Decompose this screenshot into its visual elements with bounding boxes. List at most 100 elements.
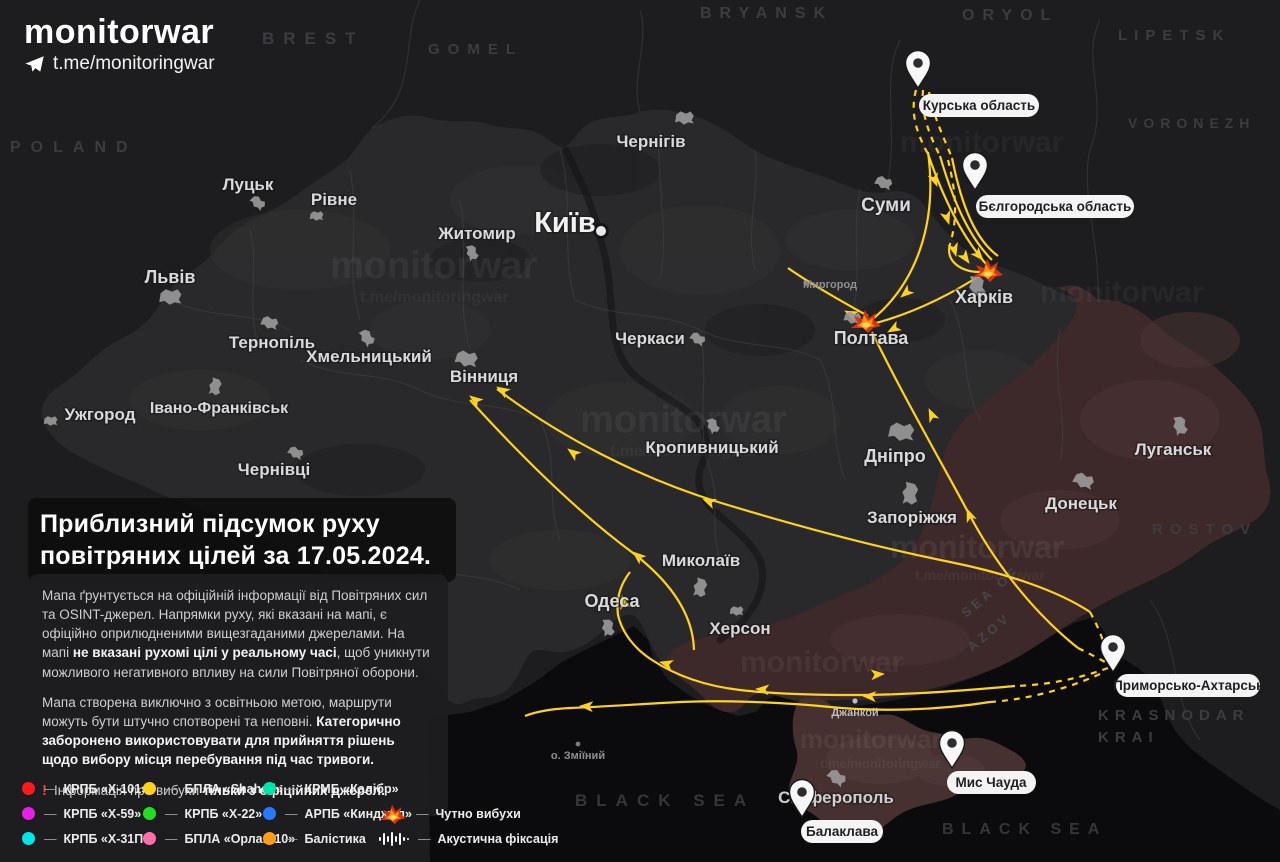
mint-dot-icon bbox=[263, 782, 276, 795]
legend-row-2: — КРПБ «Х-59» — КРПБ «Х-22» — АРПБ «Кинд… bbox=[22, 801, 558, 826]
svg-text:monitorwar: monitorwar bbox=[330, 245, 537, 287]
svg-text:Миргород: Миргород bbox=[803, 279, 857, 291]
svg-text:ORYOL: ORYOL bbox=[962, 7, 1058, 24]
route-azov-dashed bbox=[1014, 666, 1109, 688]
svg-text:Хмельницький: Хмельницький bbox=[306, 347, 432, 366]
legend-row-1: — КРПБ «Х-101» — БПЛА «Shahed» — КРМБ «К… bbox=[22, 776, 558, 801]
route-kursk-dashed bbox=[912, 89, 929, 155]
acoustic-icon bbox=[378, 831, 410, 847]
svg-text:Івано-Франківськ: Івано-Франківськ bbox=[150, 400, 289, 417]
land-texture bbox=[130, 165, 1035, 590]
legend-row-3: — КРПБ «Х-31П» — БПЛА «Орлан-10» — Баліс… bbox=[22, 826, 558, 851]
svg-text:Джанкой: Джанкой bbox=[831, 707, 878, 719]
svg-text:Полтава: Полтава bbox=[834, 328, 910, 348]
svg-text:Рівне: Рівне bbox=[311, 190, 357, 209]
svg-text:monitorwar: monitorwar bbox=[580, 399, 787, 441]
svg-text:Мис Чауда: Мис Чауда bbox=[955, 775, 1027, 790]
pin-balaklava: Балаклава bbox=[788, 778, 883, 843]
svg-text:BLACK SEA: BLACK SEA bbox=[942, 821, 1107, 838]
svg-text:Луцьк: Луцьк bbox=[223, 175, 274, 194]
explosion-icon bbox=[378, 803, 408, 825]
pin-kurska-oblast: Курська область bbox=[904, 49, 1039, 117]
legend-item-explosions: — Чутно вибухи bbox=[378, 803, 521, 825]
disclaimer-paragraph-1: Мапа ґрунтується на офіційній інформації… bbox=[42, 588, 430, 680]
telegram-icon bbox=[24, 54, 45, 75]
legend-item-orlan10: — БПЛА «Орлан-10» bbox=[143, 832, 295, 846]
alert-exclamation-icon: ! bbox=[42, 782, 47, 800]
svg-text:Луганськ: Луганськ bbox=[1135, 440, 1212, 459]
svg-text:Львів: Львів bbox=[145, 267, 196, 287]
yellow-dot-icon bbox=[143, 782, 156, 795]
disclaimer-paragraph-2: Мапа створена виключно з освітньою метою… bbox=[42, 694, 401, 768]
route-coast-south bbox=[524, 700, 991, 718]
legend-item-kalibr: — КРМБ «Калібр» bbox=[263, 782, 399, 796]
svg-text:Донецьк: Донецьк bbox=[1045, 494, 1117, 513]
orange-dot-icon bbox=[263, 832, 276, 845]
svg-text:Миколаїв: Миколаїв bbox=[662, 551, 740, 570]
legend-item-x101: — КРПБ «Х-101» bbox=[22, 782, 148, 796]
svg-text:Житомир: Житомир bbox=[437, 224, 516, 243]
flight-routes bbox=[469, 89, 1110, 718]
pin-prymorsko-akhtarsk: Приморсько-Ахтарськ bbox=[1099, 633, 1263, 697]
svg-text:Харків: Харків bbox=[955, 287, 1013, 307]
route-coast-north bbox=[616, 571, 1016, 697]
svg-text:GOMEL: GOMEL bbox=[428, 41, 523, 58]
svg-text:t.me/monitoringwar: t.me/monitoringwar bbox=[610, 443, 758, 460]
svg-text:t.me/monitoringwar: t.me/monitoringwar bbox=[820, 756, 941, 771]
brand-name: monitorwar bbox=[24, 13, 215, 51]
svg-text:POLAND: POLAND bbox=[10, 139, 138, 156]
title-card: Приблизний підсумок руху повітряних ціле… bbox=[28, 498, 456, 582]
magenta-dot-icon bbox=[22, 807, 35, 820]
pin-mys-chauda: Мис Чауда bbox=[938, 729, 1036, 794]
svg-text:t.me/monitoringwar: t.me/monitoringwar bbox=[915, 567, 1045, 583]
svg-text:Суми: Суми bbox=[861, 195, 911, 216]
city-shapes bbox=[43, 111, 1189, 789]
svg-text:Приморсько-Ахтарськ: Приморсько-Ахтарськ bbox=[1113, 678, 1263, 693]
map-pins: Курська область Бєлгородська область При… bbox=[788, 49, 1263, 843]
small-labels: Миргород Джанкой о. Зміїний bbox=[551, 279, 879, 762]
svg-text:LIPETSK: LIPETSK bbox=[1118, 27, 1230, 44]
svg-text:Одеса: Одеса bbox=[585, 591, 641, 611]
red-dot-icon bbox=[22, 782, 35, 795]
blue-dot-icon bbox=[263, 807, 276, 820]
svg-text:Херсон: Херсон bbox=[709, 619, 770, 638]
svg-text:BLACK SEA: BLACK SEA bbox=[575, 791, 755, 810]
svg-text:Бєлгородська область: Бєлгородська область bbox=[979, 199, 1132, 214]
disclaimer-paragraph-3: ! Інформація про вибухи тільки з офіційни… bbox=[42, 782, 385, 800]
svg-text:Балаклава: Балаклава bbox=[806, 824, 878, 839]
city-label-kyiv: Київ bbox=[534, 207, 596, 239]
legend: — КРПБ «Х-101» — БПЛА «Shahed» — КРМБ «К… bbox=[22, 776, 558, 851]
svg-text:о. Зміїний: о. Зміїний bbox=[551, 750, 605, 762]
svg-text:Тернопіль: Тернопіль bbox=[229, 333, 315, 352]
svg-text:Кропивницький: Кропивницький bbox=[645, 438, 778, 457]
svg-text:VORONEZH: VORONEZH bbox=[1128, 115, 1255, 131]
watermarks: monitorwar t.me/monitoringwar monitorwar… bbox=[330, 126, 1204, 771]
svg-text:BRYANSK: BRYANSK bbox=[700, 5, 833, 22]
region-borders bbox=[169, 129, 1064, 591]
pink-dot-icon bbox=[143, 832, 156, 845]
legend-item-x22: — КРПБ «Х-22» bbox=[143, 807, 263, 821]
green-dot-icon bbox=[143, 807, 156, 820]
svg-text:Дніпро: Дніпро bbox=[864, 446, 926, 466]
cyan-dot-icon bbox=[22, 832, 35, 845]
svg-text:monitorwar: monitorwar bbox=[800, 724, 942, 754]
svg-text:KRAI: KRAI bbox=[1098, 729, 1159, 746]
svg-text:Курська область: Курська область bbox=[923, 98, 1035, 113]
svg-text:Ужгород: Ужгород bbox=[65, 405, 136, 424]
svg-text:monitorwar: monitorwar bbox=[1040, 276, 1204, 309]
svg-text:t.me/monitoringwar: t.me/monitoringwar bbox=[360, 289, 508, 306]
city-labels: Київ Чернігів Суми Луцьк Рівне Житомир Л… bbox=[63, 131, 1213, 809]
legend-item-kinzhal: — АРПБ «Кинджал» bbox=[263, 807, 412, 821]
legend-item-shahed: — БПЛА «Shahed» bbox=[143, 782, 283, 796]
svg-text:BREST: BREST bbox=[262, 29, 365, 48]
legend-item-x59: — КРПБ «Х-59» bbox=[22, 807, 143, 821]
occupied-texture bbox=[830, 312, 1240, 666]
foreign-borders bbox=[371, 0, 1201, 741]
page-title: Приблизний підсумок руху повітряних ціле… bbox=[40, 510, 432, 570]
svg-text:KRASNODAR: KRASNODAR bbox=[1098, 707, 1250, 724]
svg-text:ROSTOV: ROSTOV bbox=[1152, 521, 1257, 538]
svg-text:Вінниця: Вінниця bbox=[450, 367, 518, 386]
brand-handle-text: t.me/monitoringwar bbox=[53, 53, 215, 75]
